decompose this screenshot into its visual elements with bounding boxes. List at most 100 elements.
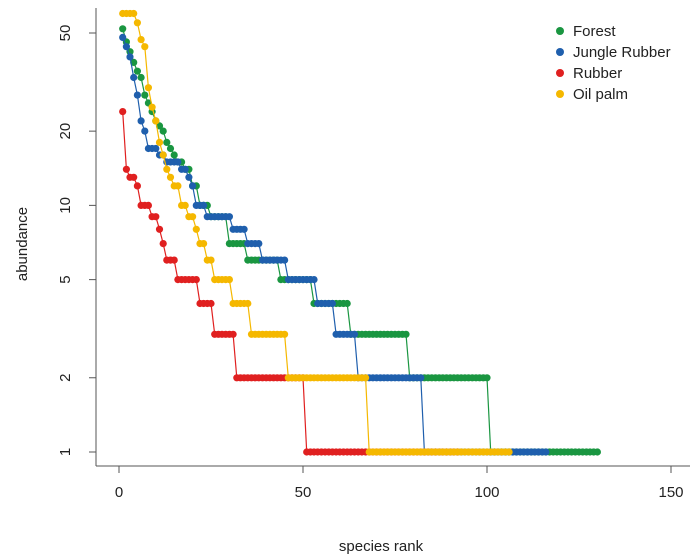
y-axis-ticks: 1 2 5 10 20 50 bbox=[57, 25, 96, 456]
data-point bbox=[152, 144, 160, 153]
data-point bbox=[130, 173, 138, 181]
data-point bbox=[152, 117, 160, 125]
x-tick-label: 150 bbox=[658, 484, 683, 501]
data-point bbox=[137, 36, 145, 44]
data-point bbox=[483, 374, 491, 382]
data-point bbox=[593, 448, 602, 456]
data-point bbox=[137, 73, 145, 82]
y-tick-label: 10 bbox=[57, 197, 74, 214]
data-point bbox=[166, 144, 175, 153]
data-point bbox=[170, 256, 178, 264]
data-point bbox=[159, 240, 167, 248]
series-forest bbox=[119, 25, 602, 456]
data-point bbox=[225, 276, 233, 284]
x-tick-label: 0 bbox=[115, 484, 123, 501]
y-axis-title: abundance bbox=[14, 207, 31, 281]
series-oil-palm bbox=[119, 9, 513, 456]
data-point bbox=[328, 299, 336, 308]
data-point bbox=[133, 91, 141, 99]
data-point bbox=[155, 225, 164, 233]
data-point bbox=[122, 165, 130, 173]
legend-swatch bbox=[556, 27, 564, 35]
data-point bbox=[185, 173, 193, 181]
y-tick-label: 50 bbox=[57, 25, 74, 42]
series-line-jungle-rubber bbox=[122, 37, 546, 453]
data-point bbox=[229, 330, 237, 338]
data-point bbox=[225, 213, 233, 221]
x-tick-label: 50 bbox=[295, 484, 312, 501]
data-point bbox=[148, 103, 156, 111]
data-point bbox=[189, 182, 197, 190]
data-point bbox=[417, 374, 425, 382]
y-tick-label: 5 bbox=[57, 275, 74, 283]
data-point bbox=[119, 108, 127, 116]
data-point bbox=[402, 330, 410, 338]
data-point bbox=[200, 201, 208, 209]
data-point bbox=[542, 448, 550, 456]
data-point bbox=[181, 201, 189, 209]
data-point bbox=[255, 240, 263, 248]
legend-label: Rubber bbox=[573, 65, 622, 82]
x-tick-label: 100 bbox=[474, 484, 499, 501]
data-point bbox=[119, 33, 127, 42]
data-point bbox=[200, 240, 208, 248]
data-point bbox=[155, 122, 164, 130]
data-point bbox=[133, 19, 141, 27]
legend-swatch bbox=[556, 48, 564, 56]
data-point bbox=[343, 299, 351, 308]
data-point bbox=[152, 213, 160, 221]
data-point bbox=[141, 91, 149, 99]
legend-item-forest: Forest bbox=[556, 23, 616, 40]
data-point bbox=[207, 299, 215, 308]
legend-item-jungle-rubber: Jungle Rubber bbox=[556, 44, 671, 61]
legend: Forest Jungle Rubber Rubber Oil palm bbox=[556, 23, 671, 103]
data-point bbox=[144, 201, 152, 209]
series-line-forest bbox=[122, 28, 598, 453]
data-point bbox=[207, 256, 215, 264]
data-point bbox=[281, 330, 289, 338]
data-point bbox=[362, 374, 370, 382]
legend-item-rubber: Rubber bbox=[556, 65, 622, 82]
legend-label: Oil palm bbox=[573, 86, 628, 103]
x-axis-title: species rank bbox=[339, 538, 424, 555]
data-point bbox=[126, 53, 134, 61]
data-point bbox=[130, 73, 138, 82]
data-point bbox=[170, 151, 178, 159]
data-point bbox=[163, 165, 171, 173]
data-point bbox=[144, 84, 152, 92]
data-point bbox=[350, 330, 359, 338]
data-point bbox=[163, 138, 171, 146]
legend-label: Jungle Rubber bbox=[573, 44, 671, 61]
data-point bbox=[505, 448, 513, 456]
legend-swatch bbox=[556, 69, 564, 77]
data-point bbox=[141, 127, 149, 135]
data-point bbox=[141, 43, 149, 51]
data-point bbox=[192, 225, 200, 233]
series-jungle-rubber bbox=[119, 33, 550, 456]
data-point bbox=[281, 256, 289, 264]
series-layer bbox=[119, 9, 602, 456]
data-point bbox=[122, 43, 130, 51]
data-point bbox=[192, 276, 200, 284]
data-point bbox=[159, 151, 167, 159]
y-tick-label: 20 bbox=[57, 123, 74, 140]
data-point bbox=[166, 173, 175, 181]
data-point bbox=[181, 165, 189, 173]
data-point bbox=[240, 225, 248, 233]
y-tick-label: 2 bbox=[57, 374, 74, 382]
data-point bbox=[310, 276, 318, 284]
x-axis-ticks: 0 50 100 150 bbox=[115, 466, 684, 501]
plot-area: 0 50 100 150 1 2 5 10 20 50 bbox=[57, 8, 690, 501]
data-point bbox=[244, 299, 252, 308]
data-point bbox=[137, 117, 145, 125]
data-point bbox=[159, 127, 167, 135]
legend-label: Forest bbox=[573, 23, 616, 40]
legend-swatch bbox=[556, 90, 564, 98]
data-point bbox=[174, 182, 182, 190]
data-point bbox=[133, 182, 141, 190]
data-point bbox=[155, 138, 164, 146]
legend-item-oil-palm: Oil palm bbox=[556, 86, 628, 103]
data-point bbox=[119, 25, 127, 33]
data-point bbox=[189, 213, 197, 221]
data-point bbox=[174, 158, 182, 166]
